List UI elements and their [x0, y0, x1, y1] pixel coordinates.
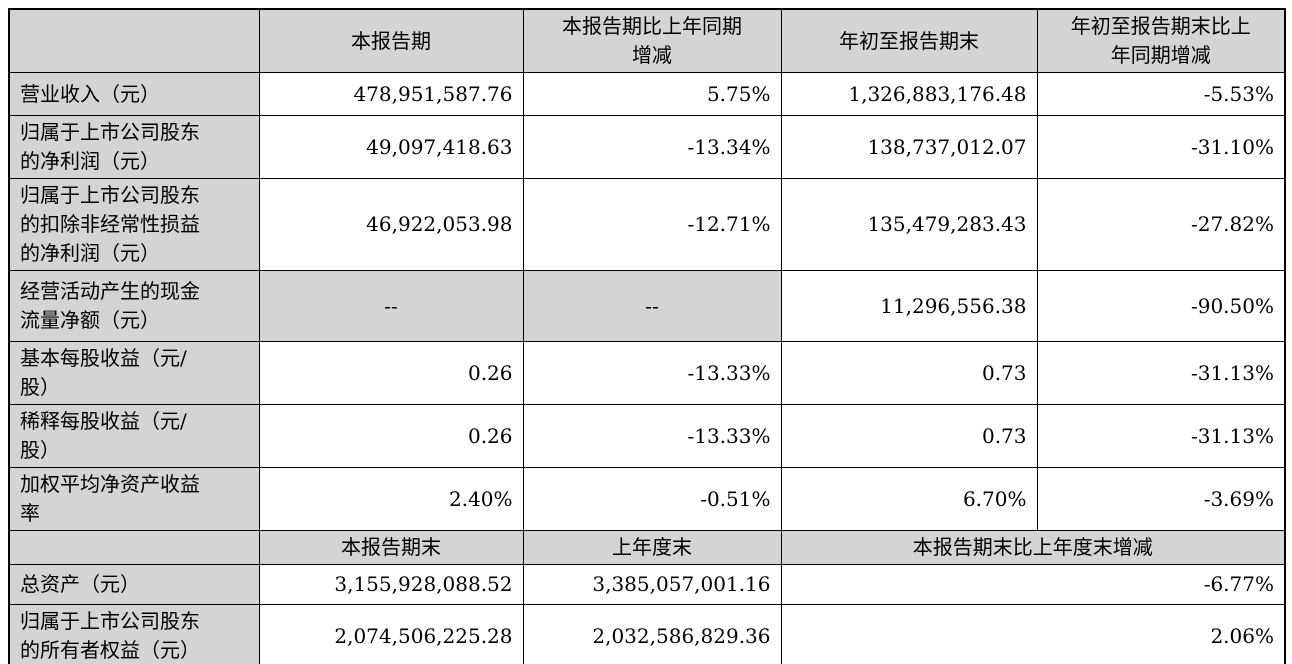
row-label: 归属于上市公司股东的扣除非经常性损益的净利润（元）: [8, 178, 260, 271]
cell-value: 0.73: [780, 341, 1038, 405]
row-label: 营业收入（元）: [8, 72, 260, 116]
cell-value: -13.34%: [522, 115, 782, 179]
header-row-period-end: 本报告期末 上年度末 本报告期末比上年度末增减: [8, 530, 1286, 565]
cell-value: -3.69%: [1036, 467, 1286, 531]
cell-value: -5.53%: [1036, 72, 1286, 116]
cell-value: -6.77%: [780, 564, 1286, 605]
cell-value: 5.75%: [522, 72, 782, 116]
cell-value: -31.10%: [1036, 115, 1286, 179]
cell-value: 3,155,928,088.52: [258, 564, 524, 605]
row-label: 加权平均净资产收益率: [8, 467, 260, 531]
table-row-net-profit-excl-nonrecurring: 归属于上市公司股东的扣除非经常性损益的净利润（元） 46,922,053.98 …: [8, 178, 1286, 271]
row-label: 经营活动产生的现金流量净额（元）: [8, 270, 260, 342]
table-row-operating-revenue: 营业收入（元） 478,951,587.76 5.75% 1,326,883,1…: [8, 72, 1286, 116]
cell-value: 2.06%: [780, 604, 1286, 664]
table-row-basic-eps: 基本每股收益（元/股） 0.26 -13.33% 0.73 -31.13%: [8, 341, 1286, 405]
cell-value: 478,951,587.76: [258, 72, 524, 116]
table-row-total-assets: 总资产（元） 3,155,928,088.52 3,385,057,001.16…: [8, 564, 1286, 605]
cell-value: 1,326,883,176.48: [780, 72, 1038, 116]
row-label: 基本每股收益（元/股）: [8, 341, 260, 405]
header-blank: [8, 8, 260, 73]
header-year-to-date: 年初至报告期末: [780, 8, 1038, 73]
cell-value: 11,296,556.38: [780, 270, 1038, 342]
header-row-period: 本报告期 本报告期比上年同期增减 年初至报告期末 年初至报告期末比上年同期增减: [8, 8, 1286, 73]
cell-value: 46,922,053.98: [258, 178, 524, 271]
cell-value: -31.13%: [1036, 341, 1286, 405]
cell-value: -0.51%: [522, 467, 782, 531]
table-row-operating-cash-flow: 经营活动产生的现金流量净额（元） -- -- 11,296,556.38 -90…: [8, 270, 1286, 342]
cell-not-applicable: --: [522, 270, 782, 342]
header-change-vs-last-year-end: 本报告期末比上年度末增减: [780, 530, 1286, 565]
cell-value: 2.40%: [258, 467, 524, 531]
cell-value: 2,032,586,829.36: [522, 604, 782, 664]
header-current-period: 本报告期: [258, 8, 524, 73]
row-label: 归属于上市公司股东的净利润（元）: [8, 115, 260, 179]
header-end-of-period: 本报告期末: [258, 530, 524, 565]
cell-value: 49,097,418.63: [258, 115, 524, 179]
cell-value: -13.33%: [522, 341, 782, 405]
table-row-diluted-eps: 稀释每股收益（元/股） 0.26 -13.33% 0.73 -31.13%: [8, 404, 1286, 468]
cell-value: -31.13%: [1036, 404, 1286, 468]
cell-value: -90.50%: [1036, 270, 1286, 342]
cell-value: 0.26: [258, 341, 524, 405]
cell-value: 138,737,012.07: [780, 115, 1038, 179]
table-row-equity-attributable-to-shareholders: 归属于上市公司股东的所有者权益（元） 2,074,506,225.28 2,03…: [8, 604, 1286, 664]
cell-value: 0.26: [258, 404, 524, 468]
cell-value: 3,385,057,001.16: [522, 564, 782, 605]
cell-not-applicable: --: [258, 270, 524, 342]
cell-value: -13.33%: [522, 404, 782, 468]
key-financials-table: 本报告期 本报告期比上年同期增减 年初至报告期末 年初至报告期末比上年同期增减 …: [8, 8, 1286, 664]
row-label: 稀释每股收益（元/股）: [8, 404, 260, 468]
cell-value: -27.82%: [1036, 178, 1286, 271]
cell-value: 2,074,506,225.28: [258, 604, 524, 664]
row-label: 归属于上市公司股东的所有者权益（元）: [8, 604, 260, 664]
row-label: 总资产（元）: [8, 564, 260, 605]
cell-value: 0.73: [780, 404, 1038, 468]
table-row-weighted-avg-roe: 加权平均净资产收益率 2.40% -0.51% 6.70% -3.69%: [8, 467, 1286, 531]
header-current-period-yoy-change: 本报告期比上年同期增减: [522, 8, 782, 73]
header-ytd-yoy-change: 年初至报告期末比上年同期增减: [1036, 8, 1286, 73]
table-row-net-profit: 归属于上市公司股东的净利润（元） 49,097,418.63 -13.34% 1…: [8, 115, 1286, 179]
cell-value: 135,479,283.43: [780, 178, 1038, 271]
cell-value: -12.71%: [522, 178, 782, 271]
cell-value: 6.70%: [780, 467, 1038, 531]
header-blank: [8, 530, 260, 565]
header-end-of-last-year: 上年度末: [522, 530, 782, 565]
